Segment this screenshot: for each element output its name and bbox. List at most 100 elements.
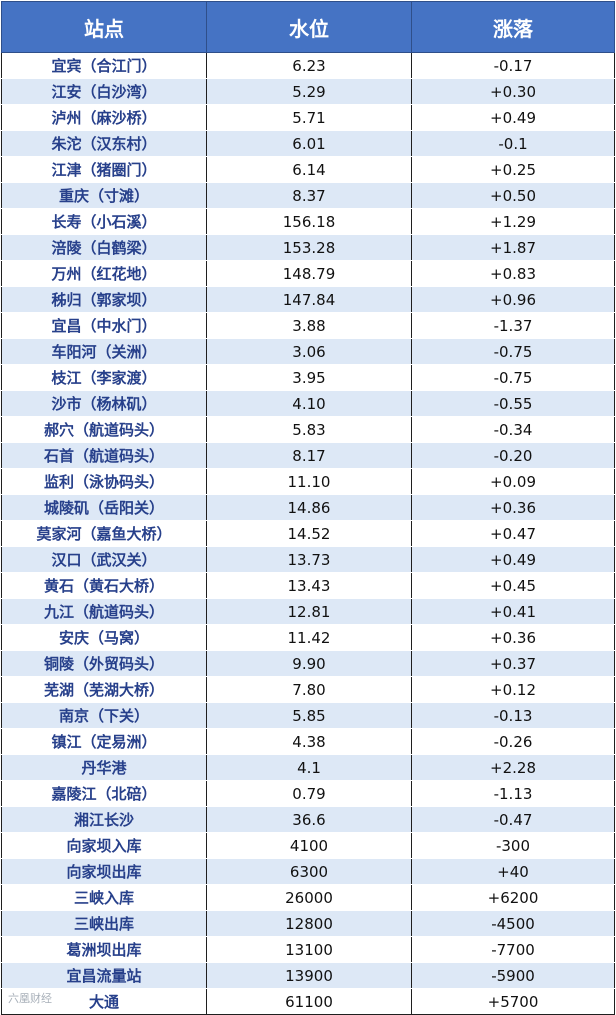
change-cell: -0.1 xyxy=(411,130,615,157)
level-cell: 147.84 xyxy=(206,286,412,313)
level-cell: 5.29 xyxy=(206,78,412,105)
level-cell: 4100 xyxy=(206,832,412,859)
station-cell: 嘉陵江（北碚） xyxy=(1,780,207,807)
change-cell: -4500 xyxy=(411,910,615,937)
station-cell: 向家坝出库 xyxy=(1,858,207,885)
table-row: 江津（猪圈门） 6.14 +0.25 xyxy=(1,156,615,183)
level-cell: 6.14 xyxy=(206,156,412,183)
station-cell: 镇江（定易洲） xyxy=(1,728,207,755)
level-cell: 4.10 xyxy=(206,390,412,417)
table-row: 莫家河（嘉鱼大桥） 14.52 +0.47 xyxy=(1,520,615,547)
table-row: 沙市（杨林矶） 4.10 -0.55 xyxy=(1,390,615,417)
table-row: 万州（红花地） 148.79 +0.83 xyxy=(1,260,615,287)
level-cell: 8.37 xyxy=(206,182,412,209)
station-cell: 大通 xyxy=(1,988,207,1015)
level-cell: 13100 xyxy=(206,936,412,963)
table-row: 泸州（麻沙桥） 5.71 +0.49 xyxy=(1,104,615,131)
station-cell: 涪陵（白鹤梁） xyxy=(1,234,207,261)
change-cell: +0.49 xyxy=(411,104,615,131)
station-cell: 九江（航道码头） xyxy=(1,598,207,625)
level-cell: 4.38 xyxy=(206,728,412,755)
change-cell: +0.47 xyxy=(411,520,615,547)
station-cell: 江津（猪圈门） xyxy=(1,156,207,183)
change-cell: +40 xyxy=(411,858,615,885)
table-row: 镇江（定易洲） 4.38 -0.26 xyxy=(1,728,615,755)
level-cell: 6.23 xyxy=(206,52,412,79)
table-row: 向家坝入库 4100 -300 xyxy=(1,832,615,859)
table-row: 江安（白沙湾） 5.29 +0.30 xyxy=(1,78,615,105)
table-row: 枝江（李家渡） 3.95 -0.75 xyxy=(1,364,615,391)
table-row: 秭归（郭家坝） 147.84 +0.96 xyxy=(1,286,615,313)
change-cell: -0.20 xyxy=(411,442,615,469)
table-row: 嘉陵江（北碚） 0.79 -1.13 xyxy=(1,780,615,807)
change-cell: +0.50 xyxy=(411,182,615,209)
level-cell: 153.28 xyxy=(206,234,412,261)
change-cell: -7700 xyxy=(411,936,615,963)
level-cell: 3.06 xyxy=(206,338,412,365)
table-row: 芜湖（芜湖大桥） 7.80 +0.12 xyxy=(1,676,615,703)
change-cell: +0.12 xyxy=(411,676,615,703)
change-cell: +0.41 xyxy=(411,598,615,625)
header-change: 涨落 xyxy=(411,1,615,53)
table-row: 重庆（寸滩） 8.37 +0.50 xyxy=(1,182,615,209)
station-cell: 宜昌流量站 xyxy=(1,962,207,989)
station-cell: 莫家河（嘉鱼大桥） xyxy=(1,520,207,547)
station-cell: 芜湖（芜湖大桥） xyxy=(1,676,207,703)
level-cell: 4.1 xyxy=(206,754,412,781)
level-cell: 3.95 xyxy=(206,364,412,391)
change-cell: -1.37 xyxy=(411,312,615,339)
table-row: 宜昌流量站 13900 -5900 xyxy=(1,962,615,989)
table-row: 丹华港 4.1 +2.28 xyxy=(1,754,615,781)
table-row: 车阳河（关洲） 3.06 -0.75 xyxy=(1,338,615,365)
station-cell: 郝穴（航道码头） xyxy=(1,416,207,443)
level-cell: 5.71 xyxy=(206,104,412,131)
change-cell: -0.34 xyxy=(411,416,615,443)
change-cell: -0.17 xyxy=(411,52,615,79)
change-cell: +0.36 xyxy=(411,494,615,521)
change-cell: -0.47 xyxy=(411,806,615,833)
station-cell: 长寿（小石溪） xyxy=(1,208,207,235)
change-cell: +0.09 xyxy=(411,468,615,495)
station-cell: 万州（红花地） xyxy=(1,260,207,287)
station-cell: 枝江（李家渡） xyxy=(1,364,207,391)
level-cell: 0.79 xyxy=(206,780,412,807)
change-cell: +0.49 xyxy=(411,546,615,573)
station-cell: 湘江长沙 xyxy=(1,806,207,833)
station-cell: 宜宾（合江门） xyxy=(1,52,207,79)
table-row: 朱沱（汉东村） 6.01 -0.1 xyxy=(1,130,615,157)
table-row: 宜宾（合江门） 6.23 -0.17 xyxy=(1,52,615,79)
level-cell: 5.83 xyxy=(206,416,412,443)
change-cell: -1.13 xyxy=(411,780,615,807)
level-cell: 14.86 xyxy=(206,494,412,521)
table-row: 南京（下关） 5.85 -0.13 xyxy=(1,702,615,729)
level-cell: 36.6 xyxy=(206,806,412,833)
level-cell: 61100 xyxy=(206,988,412,1015)
level-cell: 9.90 xyxy=(206,650,412,677)
station-cell: 葛洲坝出库 xyxy=(1,936,207,963)
header-level: 水位 xyxy=(206,1,412,53)
level-cell: 6.01 xyxy=(206,130,412,157)
table-row: 铜陵（外贸码头） 9.90 +0.37 xyxy=(1,650,615,677)
station-cell: 安庆（马窝） xyxy=(1,624,207,651)
change-cell: +0.36 xyxy=(411,624,615,651)
table-row: 汉口（武汉关） 13.73 +0.49 xyxy=(1,546,615,573)
change-cell: -0.75 xyxy=(411,364,615,391)
station-cell: 沙市（杨林矶） xyxy=(1,390,207,417)
table-row: 三峡出库 12800 -4500 xyxy=(1,910,615,937)
station-cell: 南京（下关） xyxy=(1,702,207,729)
table-row: 监利（泳协码头） 11.10 +0.09 xyxy=(1,468,615,495)
table-row: 湘江长沙 36.6 -0.47 xyxy=(1,806,615,833)
table-row: 三峡入库 26000 +6200 xyxy=(1,884,615,911)
level-cell: 8.17 xyxy=(206,442,412,469)
station-cell: 宜昌（中水门） xyxy=(1,312,207,339)
level-cell: 13900 xyxy=(206,962,412,989)
level-cell: 156.18 xyxy=(206,208,412,235)
change-cell: +0.30 xyxy=(411,78,615,105)
change-cell: +6200 xyxy=(411,884,615,911)
table-row: 黄石（黄石大桥） 13.43 +0.45 xyxy=(1,572,615,599)
change-cell: +1.87 xyxy=(411,234,615,261)
change-cell: +5700 xyxy=(411,988,615,1015)
station-cell: 黄石（黄石大桥） xyxy=(1,572,207,599)
change-cell: -0.26 xyxy=(411,728,615,755)
